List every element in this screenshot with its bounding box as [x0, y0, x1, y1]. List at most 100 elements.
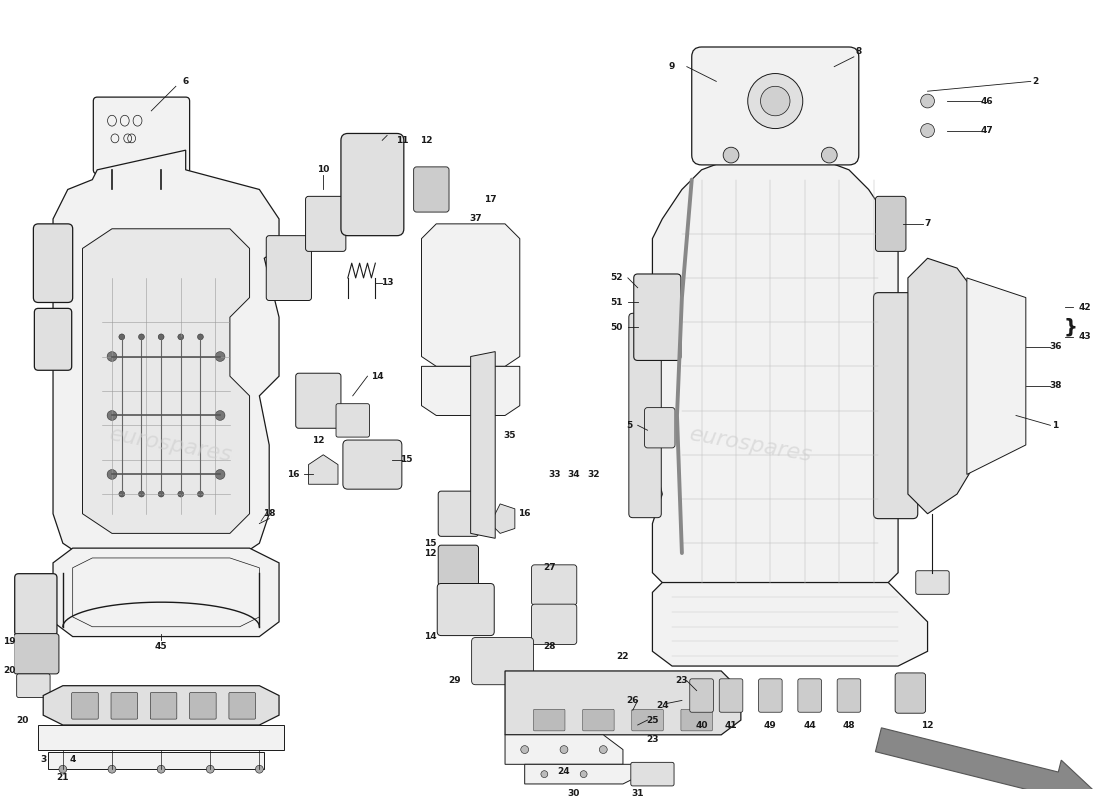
Text: 42: 42	[1078, 303, 1091, 312]
Circle shape	[107, 470, 117, 479]
Circle shape	[600, 746, 607, 754]
Text: 45: 45	[155, 642, 167, 651]
FancyBboxPatch shape	[798, 679, 822, 712]
Text: 28: 28	[543, 642, 556, 651]
Text: 22: 22	[617, 652, 629, 661]
FancyBboxPatch shape	[895, 673, 925, 714]
Polygon shape	[505, 735, 623, 764]
FancyBboxPatch shape	[34, 308, 72, 370]
Text: 16: 16	[287, 470, 300, 479]
FancyBboxPatch shape	[837, 679, 860, 712]
FancyBboxPatch shape	[719, 679, 742, 712]
Text: 17: 17	[484, 195, 496, 204]
Text: eurospares: eurospares	[108, 424, 234, 466]
Text: }: }	[1063, 318, 1077, 337]
FancyBboxPatch shape	[645, 408, 675, 448]
Text: 2: 2	[1033, 77, 1038, 86]
FancyBboxPatch shape	[414, 167, 449, 212]
FancyBboxPatch shape	[266, 236, 311, 301]
FancyBboxPatch shape	[583, 710, 614, 731]
Polygon shape	[908, 258, 997, 514]
Polygon shape	[421, 224, 520, 366]
Text: 10: 10	[317, 166, 329, 174]
Circle shape	[139, 334, 144, 340]
FancyBboxPatch shape	[94, 97, 189, 174]
Polygon shape	[505, 671, 741, 735]
FancyBboxPatch shape	[531, 604, 576, 645]
Text: 8: 8	[856, 47, 862, 57]
FancyBboxPatch shape	[296, 374, 341, 428]
Text: 33: 33	[548, 470, 560, 479]
Circle shape	[139, 491, 144, 497]
Circle shape	[760, 86, 790, 116]
Text: 18: 18	[263, 510, 275, 518]
Text: 6: 6	[183, 77, 189, 86]
Text: 12: 12	[312, 435, 324, 445]
Text: 43: 43	[1078, 332, 1091, 342]
Text: 32: 32	[587, 470, 600, 479]
FancyBboxPatch shape	[72, 693, 98, 719]
Circle shape	[119, 491, 124, 497]
Text: 14: 14	[371, 372, 384, 381]
Text: 7: 7	[924, 219, 931, 228]
Text: 25: 25	[646, 715, 659, 725]
Circle shape	[520, 746, 529, 754]
Text: 37: 37	[470, 214, 482, 223]
Circle shape	[198, 334, 204, 340]
FancyBboxPatch shape	[873, 293, 917, 518]
Circle shape	[580, 770, 587, 778]
Circle shape	[107, 352, 117, 362]
FancyBboxPatch shape	[39, 725, 284, 750]
Polygon shape	[525, 764, 642, 784]
Text: 31: 31	[631, 790, 644, 798]
Circle shape	[178, 334, 184, 340]
Text: 26: 26	[627, 696, 639, 705]
Circle shape	[198, 491, 204, 497]
Polygon shape	[421, 366, 520, 415]
FancyBboxPatch shape	[14, 574, 57, 635]
FancyBboxPatch shape	[16, 674, 51, 698]
FancyBboxPatch shape	[111, 693, 138, 719]
Text: 47: 47	[980, 126, 993, 135]
Circle shape	[748, 74, 803, 129]
Circle shape	[178, 491, 184, 497]
Circle shape	[216, 410, 225, 420]
Text: 38: 38	[1049, 382, 1061, 390]
Circle shape	[108, 766, 115, 773]
FancyBboxPatch shape	[759, 679, 782, 712]
FancyBboxPatch shape	[472, 638, 534, 685]
Text: 16: 16	[518, 510, 531, 518]
FancyBboxPatch shape	[336, 404, 370, 437]
Polygon shape	[471, 352, 495, 538]
Text: 4: 4	[69, 755, 76, 764]
FancyBboxPatch shape	[631, 710, 663, 731]
FancyArrow shape	[876, 728, 1098, 800]
Text: 15: 15	[400, 455, 412, 464]
Circle shape	[207, 766, 215, 773]
Text: eurospares: eurospares	[688, 424, 814, 466]
Text: 3: 3	[40, 755, 46, 764]
Text: 23: 23	[675, 676, 689, 686]
Text: 34: 34	[568, 470, 580, 479]
Circle shape	[119, 334, 124, 340]
Text: 50: 50	[610, 322, 623, 331]
Text: 20: 20	[16, 715, 29, 725]
Text: 48: 48	[843, 721, 856, 730]
Text: 1: 1	[1053, 421, 1058, 430]
Polygon shape	[43, 686, 279, 725]
Text: 23: 23	[646, 735, 659, 744]
Polygon shape	[53, 548, 279, 637]
FancyBboxPatch shape	[629, 314, 661, 518]
Text: 51: 51	[610, 298, 623, 307]
Text: 24: 24	[656, 701, 669, 710]
Text: 13: 13	[381, 278, 394, 287]
Circle shape	[216, 470, 225, 479]
FancyBboxPatch shape	[229, 693, 255, 719]
Polygon shape	[652, 582, 927, 666]
Text: 27: 27	[543, 563, 556, 572]
FancyBboxPatch shape	[692, 47, 859, 165]
Polygon shape	[308, 454, 338, 484]
Polygon shape	[82, 229, 250, 534]
Circle shape	[158, 491, 164, 497]
Circle shape	[59, 766, 67, 773]
